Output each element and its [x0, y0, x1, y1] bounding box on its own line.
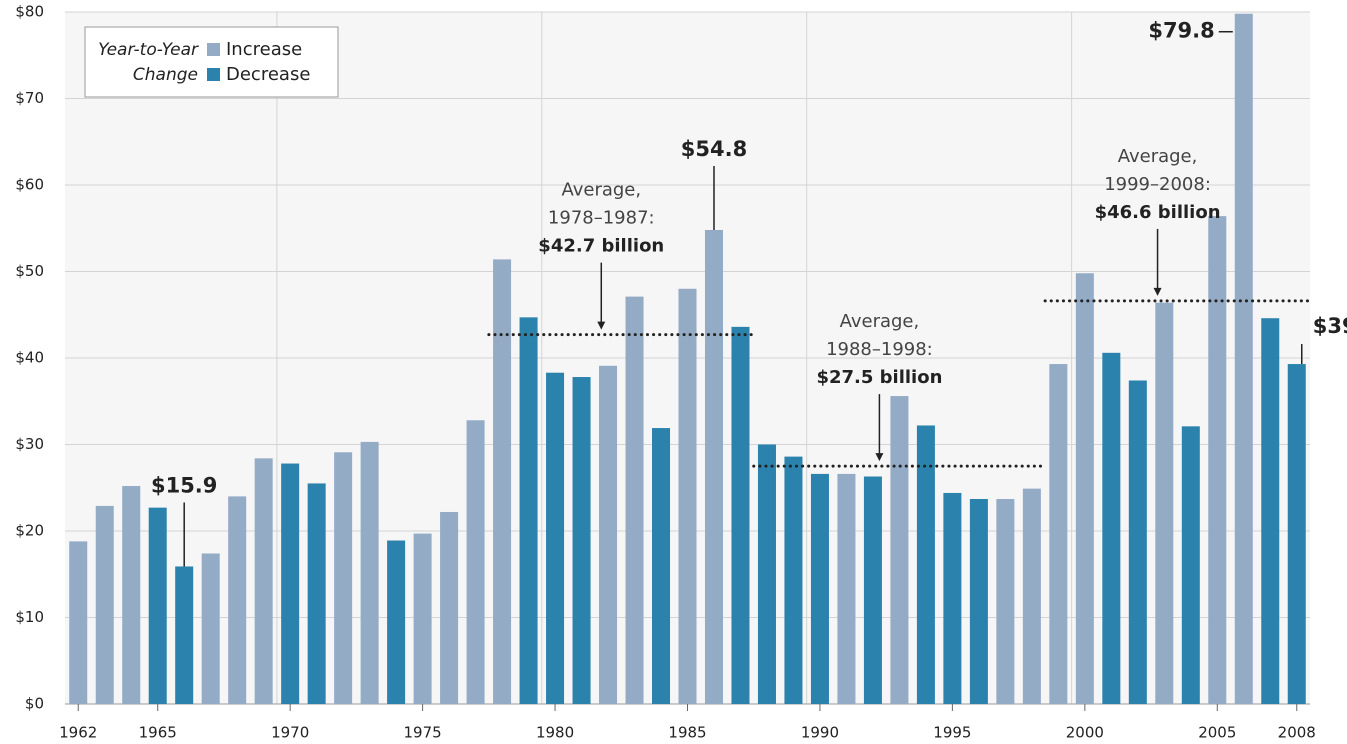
bar — [228, 496, 247, 704]
value-label: $15.9 — [151, 473, 217, 497]
bar — [1287, 364, 1306, 704]
bar — [334, 452, 353, 704]
legend-title: Year-to-Year — [98, 40, 199, 60]
y-tick-label: $30 — [15, 435, 44, 453]
bar — [307, 483, 326, 704]
average-label: $42.7 billion — [538, 236, 664, 257]
x-tick-label: 1985 — [668, 724, 706, 742]
bar — [1128, 380, 1147, 704]
legend-swatch — [207, 68, 220, 81]
bar — [546, 372, 565, 704]
bar — [69, 541, 88, 704]
bar — [254, 458, 273, 704]
legend-label: Decrease — [226, 64, 310, 85]
average-label: Average, — [840, 311, 920, 332]
average-arrowhead — [875, 453, 884, 462]
bar — [413, 533, 432, 704]
bar — [493, 259, 512, 704]
bar — [625, 296, 644, 704]
bar — [148, 507, 167, 704]
average-arrowhead — [597, 321, 606, 330]
average-label: 1988–1998: — [826, 339, 933, 360]
average-label: $46.6 billion — [1095, 202, 1221, 223]
y-tick-label: $60 — [15, 176, 44, 194]
average-label: 1978–1987: — [548, 208, 655, 229]
x-tick-label: 2005 — [1198, 724, 1236, 742]
bar — [810, 473, 829, 704]
average-arrowhead — [1153, 287, 1162, 296]
bar — [1102, 352, 1121, 704]
bar — [519, 317, 538, 704]
y-tick-label: $40 — [15, 349, 44, 367]
bar — [360, 441, 379, 704]
y-tick-label: $10 — [15, 608, 44, 626]
y-tick-label: $80 — [15, 3, 44, 21]
x-tick-label: 1975 — [404, 724, 442, 742]
x-tick-label: 2000 — [1066, 724, 1104, 742]
bar — [731, 326, 750, 704]
average-label: Average, — [561, 180, 641, 201]
bar — [1022, 488, 1041, 704]
bar — [890, 396, 909, 704]
y-tick-label: $70 — [15, 89, 44, 107]
x-tick-label: 1970 — [271, 724, 309, 742]
bar — [175, 566, 194, 704]
bar — [996, 498, 1015, 704]
y-tick-label: $50 — [15, 262, 44, 280]
bar — [1234, 13, 1253, 705]
legend-title: Change — [133, 65, 198, 85]
bar — [784, 456, 803, 704]
bar — [122, 486, 141, 704]
bar — [652, 428, 671, 704]
bar — [281, 463, 300, 704]
average-label: 1999–2008: — [1104, 174, 1211, 195]
x-tick-label: 1962 — [59, 724, 97, 742]
bar — [466, 420, 485, 704]
x-tick-label: 1980 — [536, 724, 574, 742]
y-tick-label: $0 — [25, 695, 44, 713]
bar — [757, 444, 776, 704]
bar — [837, 473, 856, 704]
bar — [969, 498, 988, 704]
bar — [1075, 273, 1094, 704]
bar — [95, 505, 114, 704]
x-tick-label: 1995 — [933, 724, 971, 742]
bar — [916, 425, 935, 704]
bar — [599, 365, 618, 704]
bar — [440, 511, 459, 704]
legend-box — [84, 26, 339, 98]
legend-label: Increase — [226, 39, 302, 60]
bar — [704, 229, 723, 705]
y-tick-label: $20 — [15, 522, 44, 540]
legend: Year-to-Year Change Increase Decrease — [84, 26, 339, 98]
bar — [387, 540, 406, 704]
bar — [1049, 364, 1068, 704]
x-tick-label: 1990 — [801, 724, 839, 742]
value-label: $79.8 — [1148, 19, 1214, 43]
bar — [1155, 302, 1174, 704]
average-label: $27.5 billion — [816, 367, 942, 388]
value-label: $39.3 — [1313, 314, 1347, 338]
average-label: Average, — [1118, 146, 1198, 167]
bar — [1261, 318, 1280, 704]
bar — [572, 377, 591, 704]
bar — [201, 553, 220, 704]
x-tick-label: 2008 — [1278, 724, 1316, 742]
bar — [863, 476, 882, 704]
bar — [1208, 216, 1227, 704]
legend-swatch — [207, 43, 220, 56]
bar — [1181, 426, 1200, 704]
bar — [943, 492, 962, 704]
value-label: $54.8 — [681, 137, 747, 161]
bar — [678, 288, 697, 704]
x-tick-label: 1965 — [139, 724, 177, 742]
